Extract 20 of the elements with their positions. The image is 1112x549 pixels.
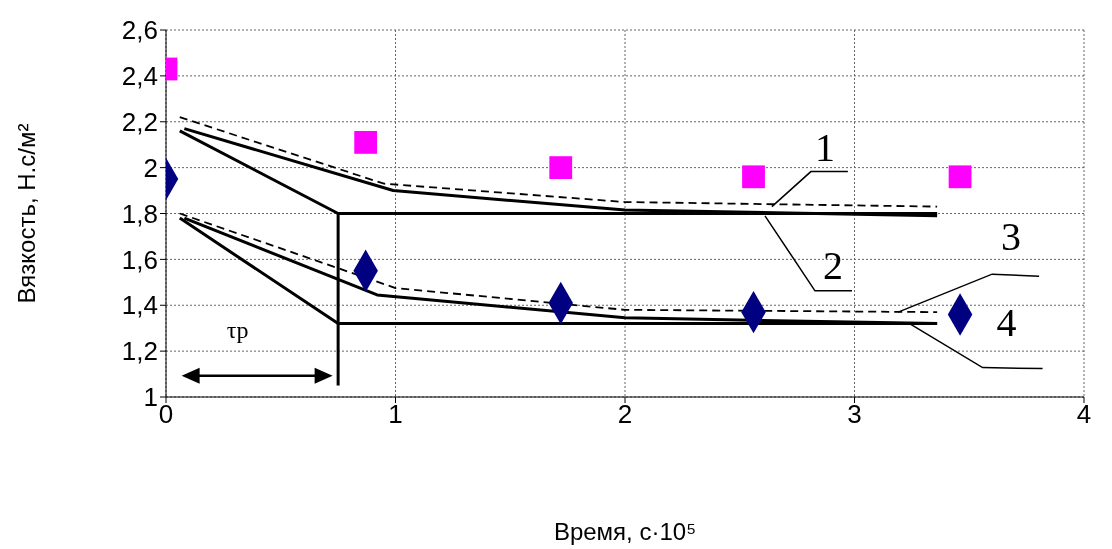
x-tick-label: 4 xyxy=(1076,399,1092,430)
x-tick-label: 2 xyxy=(617,399,633,430)
annotation: 4 xyxy=(996,300,1017,346)
annotation: τр xyxy=(226,316,249,343)
y-tick-label: 1,2 xyxy=(121,336,158,367)
x-tick-label: 0 xyxy=(158,399,174,430)
x-tick-label: 3 xyxy=(847,399,862,430)
y-tick-label: 2 xyxy=(143,152,158,183)
y-tick-label: 2,6 xyxy=(121,15,158,46)
x-axis-title: Время, с·10⁵ xyxy=(553,518,697,545)
y-tick-label: 2,4 xyxy=(121,61,158,92)
y-tick-label: 1,6 xyxy=(121,244,158,275)
y-axis-title: Вязкость, Н.с/м² xyxy=(12,123,40,304)
annotation: 2 xyxy=(822,243,843,289)
y-tick-label: 1,8 xyxy=(121,198,158,229)
annotation: 3 xyxy=(1001,213,1022,259)
x-tick-label: 1 xyxy=(388,399,403,430)
y-tick-label: 2,2 xyxy=(121,106,158,137)
y-tick-label: 1,4 xyxy=(121,290,158,321)
annotation: 1 xyxy=(814,125,835,171)
